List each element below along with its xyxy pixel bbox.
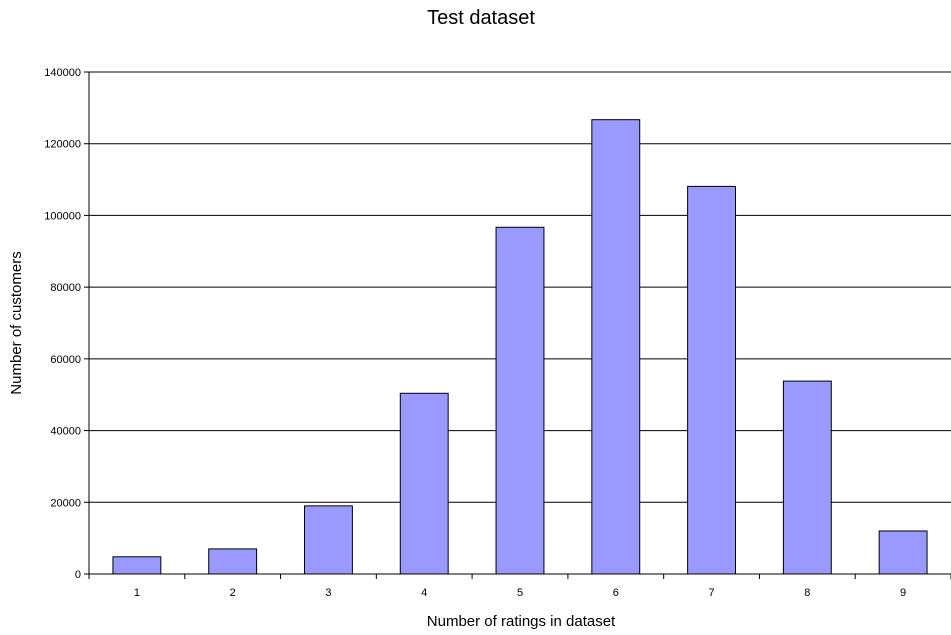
y-tick-label: 40000	[50, 426, 81, 438]
chart-title: Test dataset	[427, 7, 535, 29]
x-tick-label: 4	[421, 587, 427, 599]
x-tick-label: 8	[804, 587, 810, 599]
y-tick-label: 140000	[44, 67, 81, 79]
y-tick-label: 100000	[44, 210, 81, 222]
x-tick-label: 9	[900, 587, 906, 599]
y-axis-ticks: 0 20000 40000 60000 80000 100000 120000 140000	[44, 67, 89, 581]
x-axis-title: Number of ratings in dataset	[427, 613, 616, 630]
bar-9	[878, 530, 928, 575]
x-tick-label: 2	[230, 587, 236, 599]
bar-1	[112, 556, 162, 575]
bars	[112, 119, 928, 575]
bar-5	[495, 226, 545, 575]
x-axis-ticks: 1 2 3 4 5 6 7 8 9	[88, 574, 951, 599]
x-tick-label: 7	[708, 587, 714, 599]
bar-7	[687, 185, 736, 575]
x-tick-label: 1	[134, 587, 140, 599]
y-tick-label: 60000	[50, 354, 81, 366]
y-tick-label: 120000	[44, 139, 81, 151]
y-tick-label: 80000	[50, 282, 81, 294]
bar-8	[782, 380, 832, 575]
x-tick-label: 6	[613, 587, 619, 599]
bar-2	[208, 548, 258, 575]
bar-4	[399, 392, 449, 575]
y-tick-label: 0	[75, 569, 81, 581]
axes	[88, 72, 951, 575]
y-axis-title: Number of customers	[8, 251, 25, 394]
x-tick-label: 5	[517, 587, 523, 599]
bar-6	[591, 119, 641, 575]
bar-3	[304, 505, 353, 575]
x-tick-label: 3	[325, 587, 331, 599]
y-tick-label: 20000	[50, 497, 81, 509]
